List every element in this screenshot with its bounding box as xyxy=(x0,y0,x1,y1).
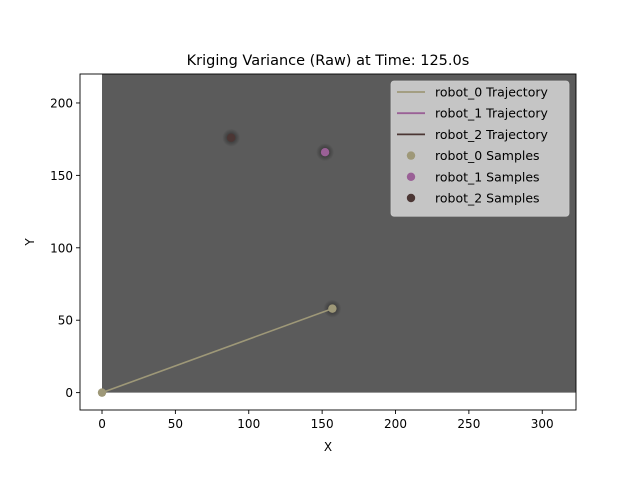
sample-point xyxy=(97,388,107,397)
x-tick-label: 100 xyxy=(237,417,260,431)
legend-box xyxy=(390,80,570,217)
x-tick-label: 200 xyxy=(384,417,407,431)
legend: robot_0 Trajectory robot_1 Trajectory robo… xyxy=(390,80,570,217)
legend-label: robot_2 Trajectory xyxy=(435,127,548,142)
y-tick-label: 150 xyxy=(50,169,73,183)
x-tick-label: 250 xyxy=(457,417,480,431)
sample-point xyxy=(328,304,337,313)
legend-marker-swatch xyxy=(406,151,416,160)
x-tick-label: 50 xyxy=(168,417,183,431)
legend-label: robot_1 Samples xyxy=(435,169,540,184)
x-tick-label: 150 xyxy=(311,417,334,431)
axes: 0 50 100 150 200 250 300 0 50 100 150 200 xyxy=(50,73,577,431)
x-tick-label: 0 xyxy=(98,417,106,431)
chart-title: Kriging Variance (Raw) at Time: 125.0s xyxy=(187,53,470,69)
x-axis-label: X xyxy=(324,440,332,454)
legend-label: robot_0 Samples xyxy=(435,148,540,163)
legend-label: robot_0 Trajectory xyxy=(435,85,548,100)
legend-label: robot_1 Trajectory xyxy=(435,106,548,121)
legend-label: robot_2 Samples xyxy=(435,191,540,206)
sample-point xyxy=(320,148,330,157)
axes-frame xyxy=(79,73,577,411)
legend-marker-swatch xyxy=(406,172,416,181)
legend-marker-swatch xyxy=(406,193,416,203)
y-tick-label: 0 xyxy=(65,386,73,400)
trajectory-line-0 xyxy=(101,307,333,394)
y-tick-label: 50 xyxy=(58,314,73,328)
y-tick-label: 100 xyxy=(50,241,73,255)
y-axis-label: Y xyxy=(23,238,37,247)
sample-point xyxy=(226,133,236,142)
x-tick-label: 300 xyxy=(531,417,554,431)
y-tick-label: 200 xyxy=(50,96,73,110)
